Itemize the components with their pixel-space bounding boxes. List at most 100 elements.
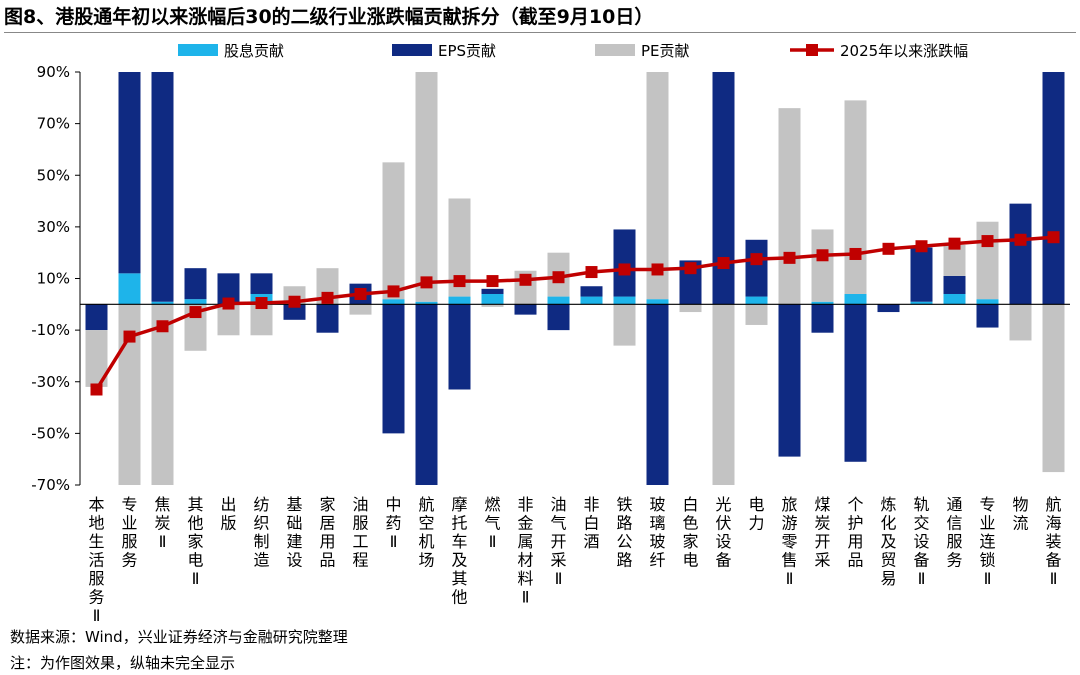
x-tick-label: 纺织制造	[253, 495, 269, 570]
x-tick-label: 专业服务	[121, 495, 137, 570]
x-tick-label: 通信服务	[946, 495, 962, 570]
pe-bar	[151, 304, 174, 485]
pe-bar	[448, 198, 471, 297]
eps-bar	[580, 286, 603, 297]
eps-bar	[844, 304, 867, 462]
ytd-change-point	[90, 383, 103, 396]
eps-bar	[613, 229, 636, 297]
legend-pe-swatch	[595, 44, 635, 56]
ytd-change-point	[981, 235, 994, 248]
x-tick-label: 中药 Ⅱ	[385, 495, 401, 551]
pe-bar	[679, 304, 702, 313]
y-tick-label: 30%	[37, 218, 70, 236]
y-tick-label: 90%	[37, 63, 70, 81]
pe-bar	[778, 108, 801, 305]
dividend-bar	[910, 301, 933, 305]
ytd-change-point	[1047, 231, 1060, 244]
x-tick-label: 本地生活服务 Ⅱ	[88, 495, 104, 622]
ytd-change-point	[750, 253, 763, 266]
y-tick-label: 50%	[37, 166, 70, 184]
ytd-change-point	[354, 287, 367, 300]
dividend-bar	[415, 301, 438, 305]
pe-bar	[1042, 304, 1065, 473]
ytd-change-point	[156, 320, 169, 333]
y-tick-label: -10%	[31, 321, 70, 339]
x-tick-label: 旅游零售 Ⅱ	[781, 495, 797, 588]
pe-bar	[712, 304, 735, 485]
eps-bar	[811, 304, 834, 333]
dividend-bar	[547, 296, 570, 305]
eps-bar	[382, 304, 405, 434]
pe-bar	[646, 72, 669, 300]
pe-bar	[1009, 304, 1032, 341]
x-tick-label: 轨交设备 Ⅱ	[913, 495, 929, 588]
eps-bar	[415, 304, 438, 485]
x-tick-label: 白色家电	[682, 495, 698, 570]
pe-bar	[250, 304, 273, 336]
dividend-bar	[811, 301, 834, 305]
x-tick-label: 非金属材料 Ⅱ	[517, 495, 533, 607]
eps-bar	[712, 72, 735, 305]
legend-ytd-change-label: 2025年以来涨跌幅	[840, 42, 968, 60]
ytd-change-point	[1014, 233, 1027, 246]
ytd-change-point	[321, 291, 334, 304]
eps-bar	[514, 304, 537, 315]
ytd-change-point	[387, 285, 400, 298]
pe-bar	[943, 244, 966, 276]
y-tick-label: 10%	[37, 270, 70, 288]
pe-bar	[811, 229, 834, 302]
eps-bar	[283, 304, 306, 320]
chart-note: 注：为作图效果，纵轴未完全显示	[10, 654, 236, 672]
ytd-change-point	[255, 297, 268, 310]
x-tick-label: 油服工程	[352, 495, 368, 570]
eps-bar	[778, 304, 801, 457]
data-source: 数据来源：Wind，兴业证券经济与金融研究院整理	[10, 628, 348, 646]
pe-bar	[118, 304, 141, 485]
ytd-change-point	[189, 306, 202, 319]
x-tick-label: 非白酒	[583, 495, 599, 551]
pe-bar	[382, 162, 405, 300]
ytd-change-point	[123, 330, 136, 343]
x-tick-label: 光伏设备	[715, 495, 731, 570]
x-tick-label: 物流	[1012, 495, 1028, 533]
x-tick-label: 航海装备 Ⅱ	[1045, 495, 1061, 588]
dividend-bar	[118, 273, 141, 305]
pe-bar	[745, 304, 768, 325]
x-tick-label: 油气开采 Ⅱ	[550, 495, 566, 588]
pe-bar	[481, 304, 504, 307]
x-tick-label: 焦炭 Ⅱ	[154, 495, 170, 551]
eps-bar	[217, 273, 240, 305]
ytd-change-point	[849, 247, 862, 260]
eps-bar	[943, 275, 966, 294]
eps-bar	[118, 72, 141, 274]
eps-bar	[184, 268, 207, 300]
ytd-change-point	[585, 266, 598, 279]
eps-bar	[481, 288, 504, 294]
pe-bar	[85, 330, 108, 387]
ytd-change-point	[552, 271, 565, 284]
x-tick-label: 航空机场	[418, 495, 434, 570]
legend-dividend-label: 股息贡献	[224, 42, 284, 60]
pe-bar	[415, 72, 438, 302]
x-tick-label: 其他家电 Ⅱ	[187, 495, 203, 588]
dividend-bar	[151, 301, 174, 305]
pe-bar	[613, 304, 636, 346]
dividend-bar	[382, 299, 405, 305]
dividend-bar	[943, 293, 966, 305]
ytd-change-point	[222, 297, 235, 310]
ytd-change-point	[420, 276, 433, 289]
eps-bar	[316, 304, 339, 333]
x-tick-label: 燃气 Ⅱ	[484, 495, 500, 551]
x-tick-label: 玻璃玻纤	[649, 495, 665, 570]
ytd-change-line	[95, 235, 1054, 391]
legend-ytd-change-marker	[806, 44, 818, 56]
y-tick-label: -70%	[31, 476, 70, 494]
x-tick-label: 个护用品	[847, 495, 863, 570]
eps-bar	[151, 72, 174, 302]
ytd-change-point	[651, 263, 664, 276]
eps-bar	[976, 304, 999, 328]
legend-eps-label: EPS贡献	[438, 42, 496, 60]
dividend-bar	[481, 293, 504, 305]
legend-dividend-swatch	[178, 44, 218, 56]
pe-bar	[349, 304, 372, 315]
